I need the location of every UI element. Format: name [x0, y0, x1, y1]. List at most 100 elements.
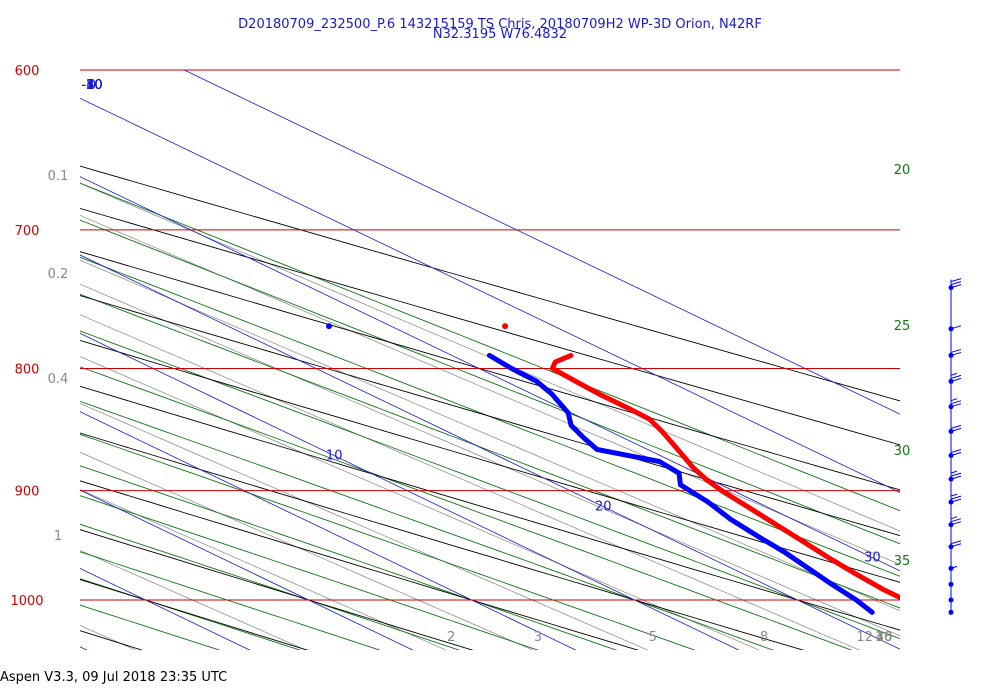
- wind-barb-flag: [950, 377, 962, 382]
- mixing-ratio-left-label: 0.2: [48, 267, 69, 282]
- dry-adiabat-line: [80, 165, 900, 402]
- mixing-ratio-line: [80, 489, 447, 650]
- wind-barb-half-flag: [950, 493, 958, 497]
- isotherm-line: [80, 646, 88, 650]
- moist-adiabat-line: [80, 330, 900, 640]
- mixing-ratio-bottom-label: 3: [534, 630, 542, 645]
- wind-barb-flag: [950, 472, 962, 477]
- moist-adiabat-line: [80, 293, 900, 609]
- axis-labels: 6007008009001000-50-40-30-20-100102030-1…: [10, 64, 911, 645]
- mixing-ratio-bottom-label: 40: [876, 630, 893, 645]
- mixing-ratio-left-label: 1: [54, 529, 62, 544]
- isotherm-label-30: 30: [864, 551, 881, 566]
- dry-adiabat-line: [80, 529, 474, 650]
- mixing-ratio-line: [80, 403, 649, 650]
- isobar-label-600: 600: [15, 64, 40, 79]
- moist-adiabat-right-label: 20: [894, 163, 911, 178]
- wind-barb-point: [948, 597, 954, 603]
- sounding-profiles: [486, 352, 900, 615]
- isotherm-line: [80, 332, 740, 650]
- wind-barb-flag: [950, 521, 962, 526]
- isobar-label-1000: 1000: [10, 594, 43, 609]
- wind-barb-flag: [950, 495, 962, 500]
- isotherm-line: [80, 97, 900, 493]
- wind-barb-flag: [950, 348, 962, 353]
- moist-adiabat-line: [80, 219, 900, 545]
- isotherm-label--30: -30: [81, 78, 102, 93]
- temperature-profile: [549, 352, 900, 601]
- mixing-ratio-line: [80, 283, 900, 637]
- moist-adiabat-right-label: 25: [894, 319, 911, 334]
- wind-barb-flag: [950, 284, 962, 289]
- mixing-ratio-bottom-label: 20: [876, 630, 893, 645]
- mixing-ratio-line: [80, 550, 307, 650]
- wind-barb-flag: [950, 540, 962, 545]
- chart-title: D20180709_232500_P.6 143215159 TS Chris,…: [238, 17, 762, 32]
- wind-barb-flag: [950, 498, 962, 503]
- wind-barb-half-flag: [950, 516, 958, 520]
- moist-adiabat-right-label: 30: [894, 444, 911, 459]
- dry-adiabat-line: [80, 295, 900, 537]
- isotherm-line: [80, 489, 414, 650]
- mixing-ratio-lines: [0, 53, 900, 651]
- mixing-ratio-bottom-label: 2: [447, 630, 455, 645]
- moist-adiabat-line: [80, 256, 900, 577]
- wind-barb-flag: [950, 449, 962, 453]
- moist-adiabat-line: [80, 495, 539, 650]
- temperature-isolated-point: [502, 323, 509, 330]
- mixing-ratio-left-label: 0.1: [48, 169, 69, 184]
- mixing-ratio-line: [80, 451, 534, 650]
- moist-adiabat-line: [80, 551, 381, 650]
- wind-barb-half-flag: [950, 398, 958, 402]
- moist-adiabats: [80, 182, 900, 650]
- wind-barb-half-flag: [950, 565, 958, 569]
- wind-barb-point: [948, 609, 954, 615]
- wind-barb-flag: [950, 281, 962, 286]
- isotherm-line: [184, 69, 900, 415]
- dewpoint-profile: [486, 352, 875, 615]
- isolated-points: [326, 323, 509, 330]
- wind-barb-flag: [950, 400, 962, 405]
- mixing-ratio-bottom-label: 30: [876, 630, 893, 645]
- isobar-label-700: 700: [15, 224, 40, 239]
- mixing-ratio-bottom-label: 5: [649, 630, 657, 645]
- isotherm-label-20: 20: [595, 500, 612, 515]
- isotherm-label--20: -20: [81, 78, 102, 93]
- footer-version-timestamp: Aspen V3.3, 09 Jul 2018 23:35 UTC: [0, 670, 228, 685]
- isotherm-line: [80, 254, 900, 650]
- dry-adiabat-line: [80, 432, 805, 650]
- moist-adiabat-line: [80, 578, 302, 650]
- dry-adiabat-line: [80, 630, 144, 650]
- wind-barb-flag: [950, 351, 962, 356]
- dry-adiabats: [80, 165, 900, 650]
- moist-adiabat-line: [80, 433, 696, 650]
- mixing-ratio-line: [80, 259, 900, 612]
- isotherm-line: [80, 411, 577, 650]
- wind-barb-flag: [950, 403, 962, 408]
- isotherm-label-0: 0: [88, 78, 96, 93]
- isotherms: [80, 69, 900, 650]
- wind-barb-point: [948, 581, 954, 587]
- dewpoint-isolated-point: [326, 323, 333, 330]
- isotherm-line: [80, 176, 900, 572]
- wind-barb-flag: [950, 427, 962, 432]
- isotherm-label-10: 10: [326, 449, 343, 464]
- mixing-ratio-line: [80, 314, 861, 650]
- isotherm-label--50: -50: [81, 78, 102, 93]
- moist-adiabat-line: [80, 604, 221, 650]
- moist-adiabat-line: [80, 366, 853, 650]
- moist-adiabat-line: [80, 400, 774, 650]
- isotherm-label--10: -10: [81, 78, 102, 93]
- dry-adiabat-line: [80, 385, 900, 631]
- dry-adiabat-line: [80, 579, 309, 650]
- mixing-ratio-line: [0, 53, 18, 651]
- wind-barb-flag: [950, 278, 962, 283]
- mixing-ratio-bottom-label: 8: [760, 630, 768, 645]
- dry-adiabat-line: [80, 480, 639, 650]
- wind-barb-flag: [950, 325, 962, 330]
- mixing-ratio-line: [80, 215, 900, 565]
- wind-barb-flag: [950, 424, 962, 429]
- dry-adiabat-line: [80, 207, 900, 446]
- isotherm-line: [80, 568, 251, 650]
